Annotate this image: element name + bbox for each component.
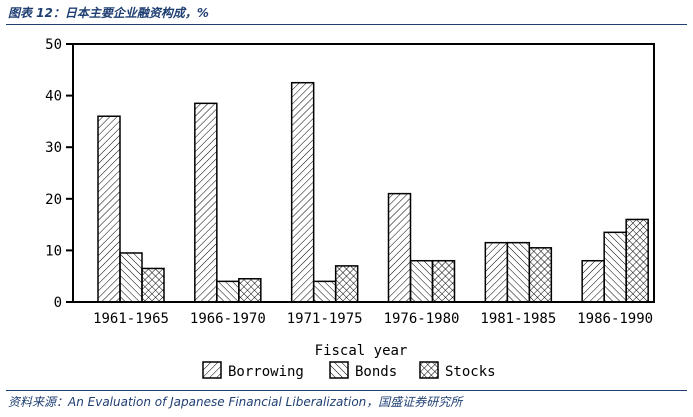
- x-tick-label: 1961-1965: [93, 311, 169, 327]
- legend-label-bonds: Bonds: [355, 364, 397, 380]
- y-tick-label: 40: [45, 89, 62, 105]
- top-rule: [6, 24, 687, 25]
- bar-stocks-1981-1985: [528, 247, 553, 303]
- x-axis: 1961-1965 1966-1970 1971-1975 1976-1980 1981…: [93, 311, 653, 327]
- bar-stocks-1986-1990: [625, 218, 649, 303]
- bar-borrowing-1971-1975: [290, 81, 315, 303]
- x-tick-label: 1966-1970: [190, 311, 266, 327]
- x-tick-label: 1976-1980: [384, 311, 460, 327]
- bars: [97, 81, 649, 303]
- figure-source: 资料来源：An Evaluation of Japanese Financial…: [8, 395, 463, 409]
- legend-swatch-stocks: [419, 361, 439, 379]
- x-tick-label: 1981-1985: [480, 311, 556, 327]
- y-tick-label: 0: [54, 295, 62, 311]
- bar-bonds-1981-1985: [506, 241, 531, 303]
- y-tick-label: 10: [45, 243, 62, 259]
- x-tick-label: 1986-1990: [577, 311, 653, 327]
- y-axis: 0 10 20 30 40 50: [45, 37, 73, 311]
- bar-bonds-1971-1975: [312, 280, 337, 303]
- plot-frame: [72, 43, 655, 303]
- bar-bonds-1966-1970: [216, 280, 240, 303]
- bar-bonds-1986-1990: [603, 231, 627, 303]
- bar-stocks-1971-1975: [334, 265, 359, 303]
- bar-bonds-1976-1980: [409, 259, 434, 303]
- y-tick-label: 50: [45, 37, 62, 53]
- legend-label-borrowing: Borrowing: [228, 364, 304, 380]
- figure-caption: 图表 12：日本主要企业融资构成，%: [8, 6, 209, 20]
- x-tick-label: 1971-1975: [287, 311, 363, 327]
- bar-borrowing-1986-1990: [581, 259, 605, 303]
- legend-label-stocks: Stocks: [445, 364, 496, 380]
- bar-borrowing-1961-1965: [97, 115, 121, 303]
- legend-swatch-bonds: [329, 361, 349, 379]
- bar-stocks-1966-1970: [238, 278, 262, 303]
- bar-borrowing-1981-1985: [484, 241, 509, 303]
- y-tick-label: 30: [45, 140, 62, 156]
- bar-borrowing-1966-1970: [194, 102, 218, 303]
- y-tick-label: 20: [45, 192, 62, 208]
- x-axis-label: Fiscal year: [315, 343, 408, 359]
- bar-bonds-1961-1965: [119, 252, 143, 303]
- legend-swatch-borrowing: [202, 361, 222, 379]
- legend: Borrowing Bonds Stocks: [202, 361, 496, 380]
- bar-stocks-1976-1980: [431, 259, 456, 303]
- bar-stocks-1961-1965: [141, 267, 165, 303]
- bar-borrowing-1976-1980: [387, 192, 412, 303]
- bottom-rule: [6, 390, 687, 391]
